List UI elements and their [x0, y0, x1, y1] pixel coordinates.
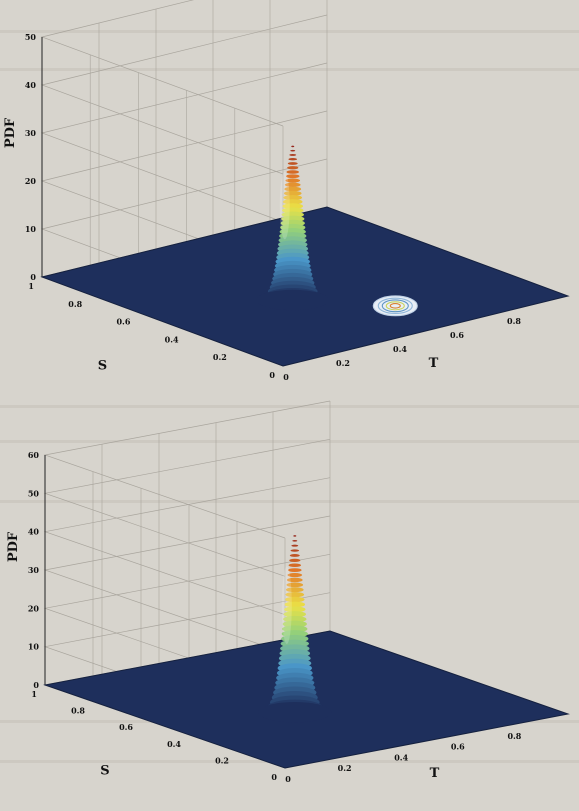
y-tick-label: 0.8 [71, 706, 85, 716]
surface-peak-slice [283, 611, 306, 618]
surface-peak-slice [284, 186, 302, 192]
surface-peak-slice [292, 539, 298, 542]
x-tick-label: 0.6 [450, 330, 464, 340]
y-tick-label: 0.4 [165, 334, 179, 344]
surface-peak-slice [288, 568, 302, 573]
x-tick-label: 0.8 [507, 731, 521, 741]
surface-peak-slice [287, 573, 303, 578]
surface-peak-slice [293, 535, 297, 537]
surface-peak-slice [289, 153, 297, 156]
z-tick-label: 0 [30, 272, 36, 282]
surface-peak-slice [287, 166, 299, 170]
gridline-z [43, 400, 331, 539]
surface-peak-slice [288, 563, 302, 568]
surface-peak-slice [283, 615, 307, 623]
z-tick-label: 30 [28, 565, 40, 575]
background-text-line [0, 68, 579, 71]
z-tick-label: 0 [33, 680, 39, 690]
floor-contour [372, 295, 418, 317]
surface-peak-slice [256, 289, 330, 311]
surface-peak-slice [285, 174, 300, 179]
surface-highlight [279, 171, 290, 240]
surface-peak-slice [290, 549, 300, 552]
surface-peak-slice [286, 582, 304, 588]
y-axis-label: S [100, 764, 109, 779]
surface-peak-slice [286, 170, 299, 174]
surface-peak-slice [286, 577, 303, 583]
floor-contour [389, 303, 401, 309]
y-tick-label: 0.2 [215, 755, 229, 765]
x-tick-label: 0.4 [393, 344, 407, 354]
surface-peak-slice [282, 207, 304, 214]
y-tick-label: 0 [269, 370, 275, 380]
floor-contour [385, 301, 405, 311]
surface-peak-slice [282, 199, 303, 205]
surface-peak-slice [291, 544, 299, 547]
surface-peak-slice [285, 178, 301, 183]
surface-highlight [281, 566, 292, 645]
y-tick-label: 1 [28, 281, 34, 291]
z-tick-label: 30 [25, 128, 37, 138]
y-tick-label: 0.8 [68, 299, 82, 309]
x-tick-label: 0.2 [336, 358, 350, 368]
gridline-z [40, 14, 328, 175]
y-tick-label: 0 [271, 772, 277, 782]
y-tick-label: 0.4 [167, 739, 181, 749]
z-tick-label: 10 [25, 224, 37, 234]
gridline-z [40, 0, 284, 127]
gridline-z [43, 438, 331, 577]
surface-peak-slice [285, 596, 305, 603]
surface-peak-slice [282, 620, 307, 628]
y-tick-label: 1 [31, 689, 37, 699]
floor-contour [377, 297, 413, 315]
background-text-line [0, 405, 579, 408]
background-text-line [0, 500, 579, 503]
background-text-line [0, 440, 579, 443]
surface-peak-slice [289, 554, 300, 557]
surface-peak-slice [285, 592, 305, 598]
x-axis-label: T [429, 356, 439, 371]
background-text-line [0, 30, 579, 33]
surface-peak-slice [285, 587, 304, 593]
z-tick-label: 50 [28, 488, 40, 498]
surface-peak-slice [287, 162, 298, 165]
x-tick-label: 0.8 [507, 316, 521, 326]
x-tick-label: 0.4 [394, 752, 408, 762]
z-tick-label: 40 [28, 527, 40, 537]
surface-peak-slice [290, 149, 296, 152]
surface-peak-slice [289, 558, 301, 562]
z-tick-label: 40 [25, 80, 37, 90]
surface-peak-slice [284, 182, 301, 187]
z-axis-label: PDF [6, 531, 21, 562]
surface-plot-top: 0 10 20 30 40 50 PDF 0 0.2 0.4 0.6 0.8 T 0 0.2 0.4 0.6 0.… [3, 0, 570, 382]
y-tick-label: 0.6 [119, 722, 133, 732]
surface-peak-slice [258, 702, 332, 723]
surface-peak-slice [283, 194, 303, 201]
z-tick-label: 60 [28, 450, 40, 460]
z-tick-label: 10 [28, 642, 40, 652]
z-axis-label: PDF [3, 117, 18, 148]
y-tick-label: 0.2 [213, 352, 227, 362]
x-axis-label: T [430, 766, 440, 781]
z-tick-label: 50 [25, 32, 37, 42]
z-tick-label: 20 [25, 176, 37, 186]
surface-peak-slice [284, 606, 306, 613]
z-tick-label: 20 [28, 603, 40, 613]
x-tick-label: 0 [283, 372, 289, 382]
x-tick-label: 0.6 [451, 742, 465, 752]
surface-plot-bottom: 0 10 20 30 40 50 60 PDF 0 0.2 0.4 0.6 0.8 T 0 0.2 0.4 0.6… [6, 400, 570, 784]
x-tick-label: 0 [285, 774, 291, 784]
y-axis-label: S [98, 359, 107, 374]
surface-peak-slice [282, 203, 303, 210]
surface-peak-slice [284, 601, 306, 608]
y-tick-label: 0.6 [116, 317, 130, 327]
surface-peak-slice [283, 190, 302, 196]
surface-peak-slice [288, 157, 298, 161]
x-tick-label: 0.2 [338, 763, 352, 773]
surface-peak-slice [291, 145, 295, 148]
floor-contour [381, 299, 409, 313]
